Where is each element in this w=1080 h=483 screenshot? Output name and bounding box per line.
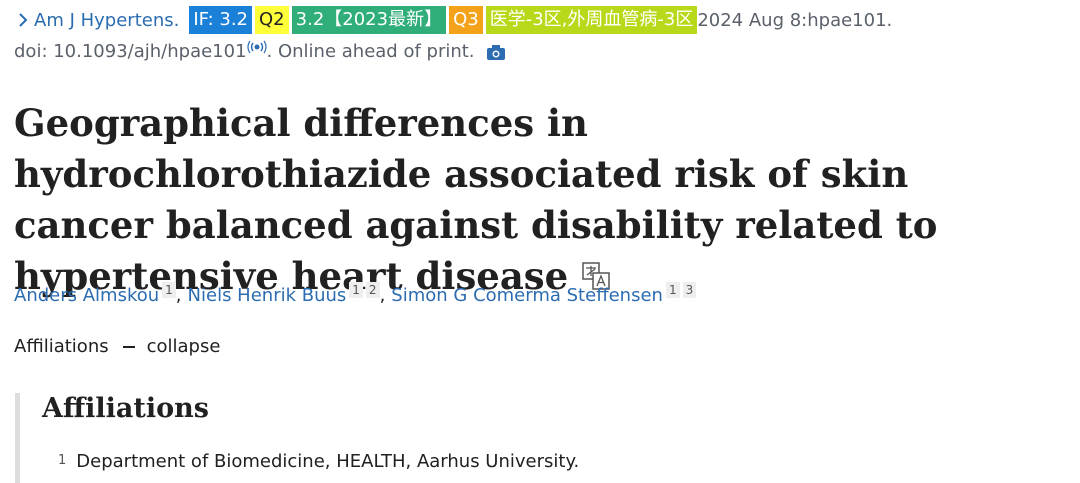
author-name[interactable]: Simon G Comerma Steffensen [391,285,663,306]
camera-icon[interactable] [485,43,507,61]
translate-icon[interactable] [581,261,613,291]
author-affiliation[interactable]: 3 [682,282,697,298]
affiliation-item: 1 Department of Biomedicine, HEALTH, Aarh… [58,451,579,472]
badge: 3.2【2023最新】 [291,6,447,34]
author-list: Anders Almskou 1, Niels Henrik Buus 1 2, Simo… [14,282,697,306]
toggle-action: collapse [146,336,221,357]
doi-line: doi: 10.1093/ajh/hpae101 . Online ahead … [14,40,507,62]
toggle-label: Affiliations [14,336,109,357]
author-affiliation[interactable]: 1 [349,282,363,298]
affiliations-heading: Affiliations [42,393,209,424]
status: . Online ahead of print. [266,41,475,62]
title-text: Geographical differences in hydrochlorot… [14,101,938,298]
article-title: Geographical differences in hydrochlorot… [14,98,974,302]
badge: IF: 3.2 [189,6,253,34]
publication-date: 2024 Aug 8:hpae101. [697,9,893,31]
author-name[interactable]: Anders Almskou [14,285,160,306]
author-affiliation[interactable]: 1 [665,282,680,298]
affiliation-number: 1 [58,453,67,468]
affiliations-box: Affiliations 1 Department of Biomedicine,… [15,393,920,483]
journal-link[interactable]: Am J Hypertens. [34,9,180,31]
badge: 医学-3区,外周血管病-3区 [485,6,698,34]
minus-icon [122,345,135,348]
affiliation-text: Department of Biomedicine, HEALTH, Aarhu… [76,451,580,472]
author-separator: , [379,285,386,306]
author-affiliation[interactable]: 2 [365,282,380,298]
signal-icon[interactable] [246,40,267,54]
affiliations-toggle[interactable]: Affiliations collapse [14,336,220,357]
badge: Q3 [449,6,483,34]
author-name[interactable]: Niels Henrik Buus [187,285,347,306]
badge: Q2 [255,6,289,34]
author-separator: , [175,285,182,306]
chevron-icon [19,13,28,27]
author-affiliation[interactable]: 1 [162,282,176,298]
doi: doi: 10.1093/ajh/hpae101 [14,41,247,62]
citation-line: Am J Hypertens. IF: 3.2 Q2 3.2【2023最新】 Q… [14,6,892,34]
